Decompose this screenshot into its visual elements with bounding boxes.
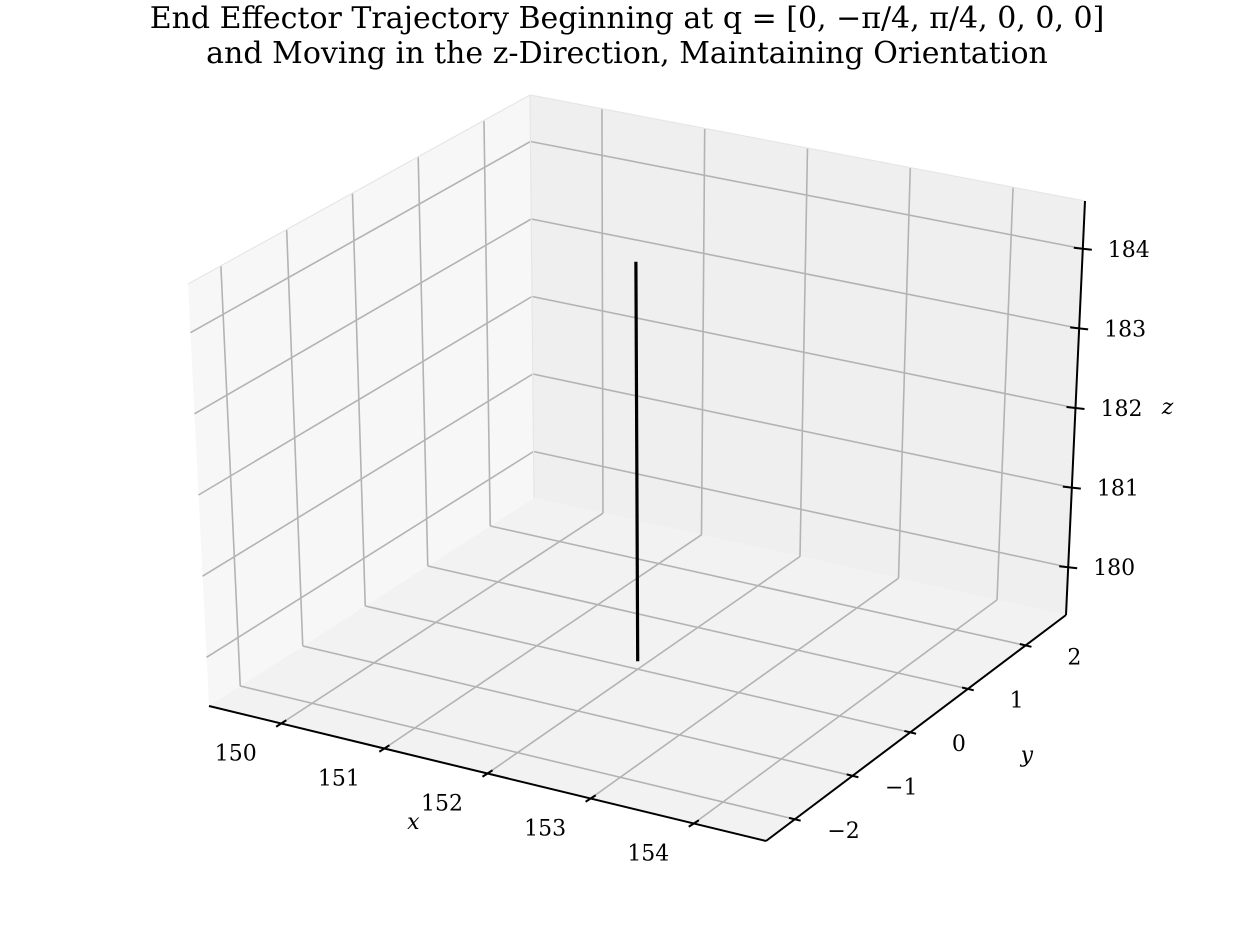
z-grid-line-wall <box>198 295 533 496</box>
z-grid-line-wall <box>206 450 534 658</box>
z-axis-label: z <box>1161 395 1174 420</box>
z-tick-label: 184 <box>1108 238 1150 263</box>
y-grid-line-floor <box>490 525 1026 647</box>
x-tick-label: 151 <box>318 767 360 792</box>
axis-lines <box>187 94 1086 842</box>
y-grid-line-floor <box>427 565 969 690</box>
x-tick-label: 154 <box>627 842 669 867</box>
z-tick <box>1073 246 1092 251</box>
x-grid-line-floor <box>693 599 998 825</box>
chart-title-line-1: End Effector Trajectory Beginning at q =… <box>150 1 1105 36</box>
y-tick <box>961 686 974 692</box>
pane-edge <box>529 94 1086 202</box>
y-axis-line <box>765 614 1067 842</box>
z-grid-line-back <box>532 373 1073 489</box>
x-tick <box>585 794 597 803</box>
y-grid-line-floor <box>365 605 911 734</box>
y-tick-label: 2 <box>1067 645 1081 670</box>
x-tick <box>688 819 700 828</box>
y-tick <box>904 729 917 735</box>
z-tick <box>1070 326 1089 331</box>
z-tick-label: 182 <box>1101 397 1143 422</box>
pane-edge <box>529 94 535 499</box>
y-tick-label: −1 <box>885 776 917 801</box>
trajectory-line <box>634 261 640 662</box>
z-grid-line-back <box>531 295 1076 409</box>
y-grid-line-floor <box>240 685 796 821</box>
z-grid-line-back <box>533 450 1069 569</box>
grid-lines <box>190 108 1083 825</box>
x-tick <box>481 769 494 778</box>
y-tick-label: 1 <box>1010 689 1024 714</box>
y-grid-line-floor <box>302 645 853 777</box>
x-tick <box>275 719 287 728</box>
y-tick <box>1019 643 1032 648</box>
chart-title-line-2: and Moving in the z-Direction, Maintaini… <box>206 36 1048 71</box>
x-grid-line-floor <box>280 512 604 725</box>
y-tick-label: −2 <box>827 819 859 844</box>
z-tick <box>1066 406 1085 410</box>
x-tick-label: 152 <box>421 792 463 817</box>
x-grid-line-floor <box>487 555 801 775</box>
y-tick-label: 0 <box>952 732 966 757</box>
z-tick <box>1059 565 1078 570</box>
x-tick-label: 150 <box>215 742 257 767</box>
pane-edge <box>187 94 531 285</box>
y-axis-label: y <box>1020 743 1034 768</box>
x-tick <box>378 744 390 753</box>
z-tick-label: 181 <box>1097 477 1139 502</box>
axes-panes <box>188 95 1085 841</box>
z-grid-line-wall <box>194 218 532 415</box>
x-tick-label: 153 <box>524 817 566 842</box>
axis-ticks: 150 151 152 153 154 −2 −1 0 1 2 180 181 182 183 184 <box>215 238 1150 867</box>
back-wall-pane <box>530 95 1085 615</box>
y-tick <box>788 816 801 822</box>
z-grid-line-back <box>531 218 1080 330</box>
left-wall-pane <box>188 95 534 706</box>
z-grid-line-wall <box>190 140 531 334</box>
y-tick <box>846 773 859 779</box>
x-grid-line-floor <box>590 577 899 800</box>
x-axis-label: x <box>407 810 420 835</box>
z-grid-line-wall <box>202 373 534 577</box>
z-tick-label: 183 <box>1104 317 1146 342</box>
x-grid-line-floor <box>383 534 702 750</box>
z-tick <box>1062 485 1081 490</box>
z-grid-line-back <box>530 140 1083 250</box>
z-tick-label: 180 <box>1093 556 1135 581</box>
data-series <box>634 261 640 662</box>
